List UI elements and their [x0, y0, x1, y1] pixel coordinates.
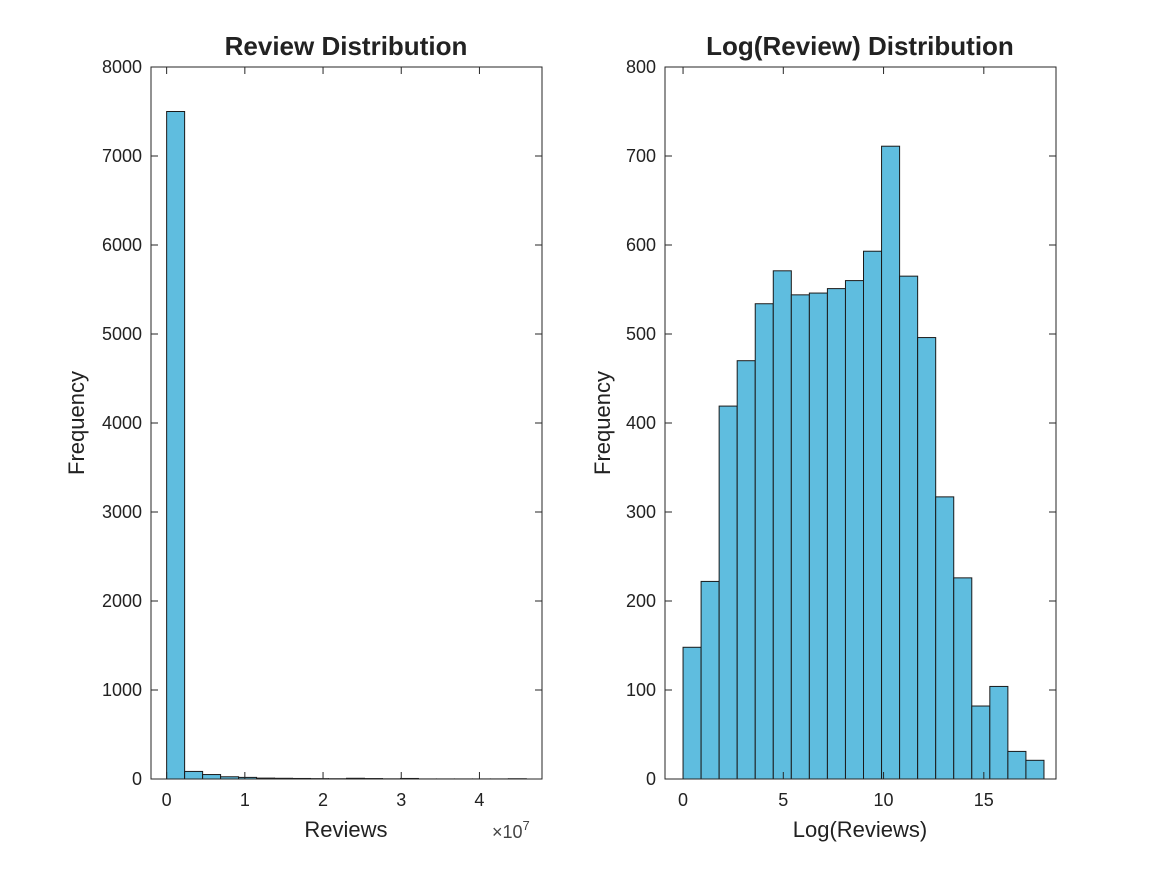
y-tick-label: 600 — [626, 235, 656, 255]
x-tick-label: 0 — [162, 790, 172, 810]
histogram-bar — [881, 145, 901, 780]
plot-area — [150, 66, 543, 780]
y-tick-label: 400 — [626, 413, 656, 433]
log-review-distribution-panel: Log(Review) Distribution 0 5 10 15 0 100 200 30… — [590, 31, 1057, 842]
histogram-bar — [989, 685, 1009, 780]
tick-group: 0 5 10 15 0 100 200 300 400 500 600 700 800 — [626, 57, 1057, 810]
histogram-bar — [971, 705, 991, 780]
histogram-bar — [826, 288, 846, 780]
y-tick-label: 500 — [626, 324, 656, 344]
y-tick-label: 300 — [626, 502, 656, 522]
histogram-bar — [202, 774, 222, 780]
x-tick-label: 10 — [874, 790, 894, 810]
y-tick-label: 700 — [626, 146, 656, 166]
histogram-bar — [1007, 750, 1027, 780]
x-tick-label: 5 — [778, 790, 788, 810]
y-tick-label: 1000 — [102, 680, 142, 700]
histogram-bar — [863, 250, 883, 780]
histogram-bar — [166, 111, 186, 780]
y-tick-label: 8000 — [102, 57, 142, 77]
y-tick-label: 800 — [626, 57, 656, 77]
y-tick-label: 5000 — [102, 324, 142, 344]
x-axis-label: Reviews — [304, 817, 387, 842]
y-tick-label: 200 — [626, 591, 656, 611]
histogram-bar — [700, 580, 720, 780]
chart-title: Review Distribution — [225, 31, 468, 61]
y-tick-label: 7000 — [102, 146, 142, 166]
histogram-bar — [935, 496, 955, 780]
histogram-bar — [184, 770, 204, 780]
y-tick-label: 0 — [646, 769, 656, 789]
axes-frame — [150, 66, 543, 780]
y-tick-label: 100 — [626, 680, 656, 700]
x-tick-label: 0 — [678, 790, 688, 810]
histogram-bar — [772, 270, 792, 780]
histogram-bar — [844, 280, 865, 780]
x-tick-label: 2 — [318, 790, 328, 810]
y-tick-label: 3000 — [102, 502, 142, 522]
histogram-bar — [754, 303, 774, 780]
histogram-bar — [953, 577, 973, 780]
review-distribution-panel: Review Distribution 0 1 2 3 4 0 1000 2000 3000 40… — [64, 31, 543, 842]
histogram-bar — [899, 275, 919, 780]
histogram-bar — [1025, 759, 1045, 780]
y-tick-label: 4000 — [102, 413, 142, 433]
histogram-bar — [917, 337, 937, 780]
chart-title: Log(Review) Distribution — [706, 31, 1014, 61]
axes-frame — [664, 66, 1057, 780]
x-tick-label: 1 — [240, 790, 250, 810]
x-tick-label: 4 — [474, 790, 484, 810]
x-axis-label: Log(Reviews) — [793, 817, 928, 842]
x-axis-exponent-power: 7 — [523, 818, 530, 833]
histogram-bar — [718, 405, 738, 780]
histogram-bar — [736, 360, 756, 780]
histogram-bar — [808, 292, 828, 780]
tick-group: 0 1 2 3 4 0 1000 2000 3000 4000 5000 6000 7000 8000 — [102, 57, 543, 810]
x-tick-label: 15 — [974, 790, 994, 810]
x-axis-exponent: ×107 — [492, 818, 530, 842]
y-tick-label: 6000 — [102, 235, 142, 255]
histogram-bar — [682, 646, 702, 780]
x-axis-exponent-base: ×10 — [492, 822, 523, 842]
x-tick-label: 3 — [396, 790, 406, 810]
y-axis-label: Frequency — [590, 371, 615, 475]
histogram-bar — [790, 294, 810, 780]
y-tick-label: 2000 — [102, 591, 142, 611]
y-tick-label: 0 — [132, 769, 142, 789]
y-axis-label: Frequency — [64, 371, 89, 475]
